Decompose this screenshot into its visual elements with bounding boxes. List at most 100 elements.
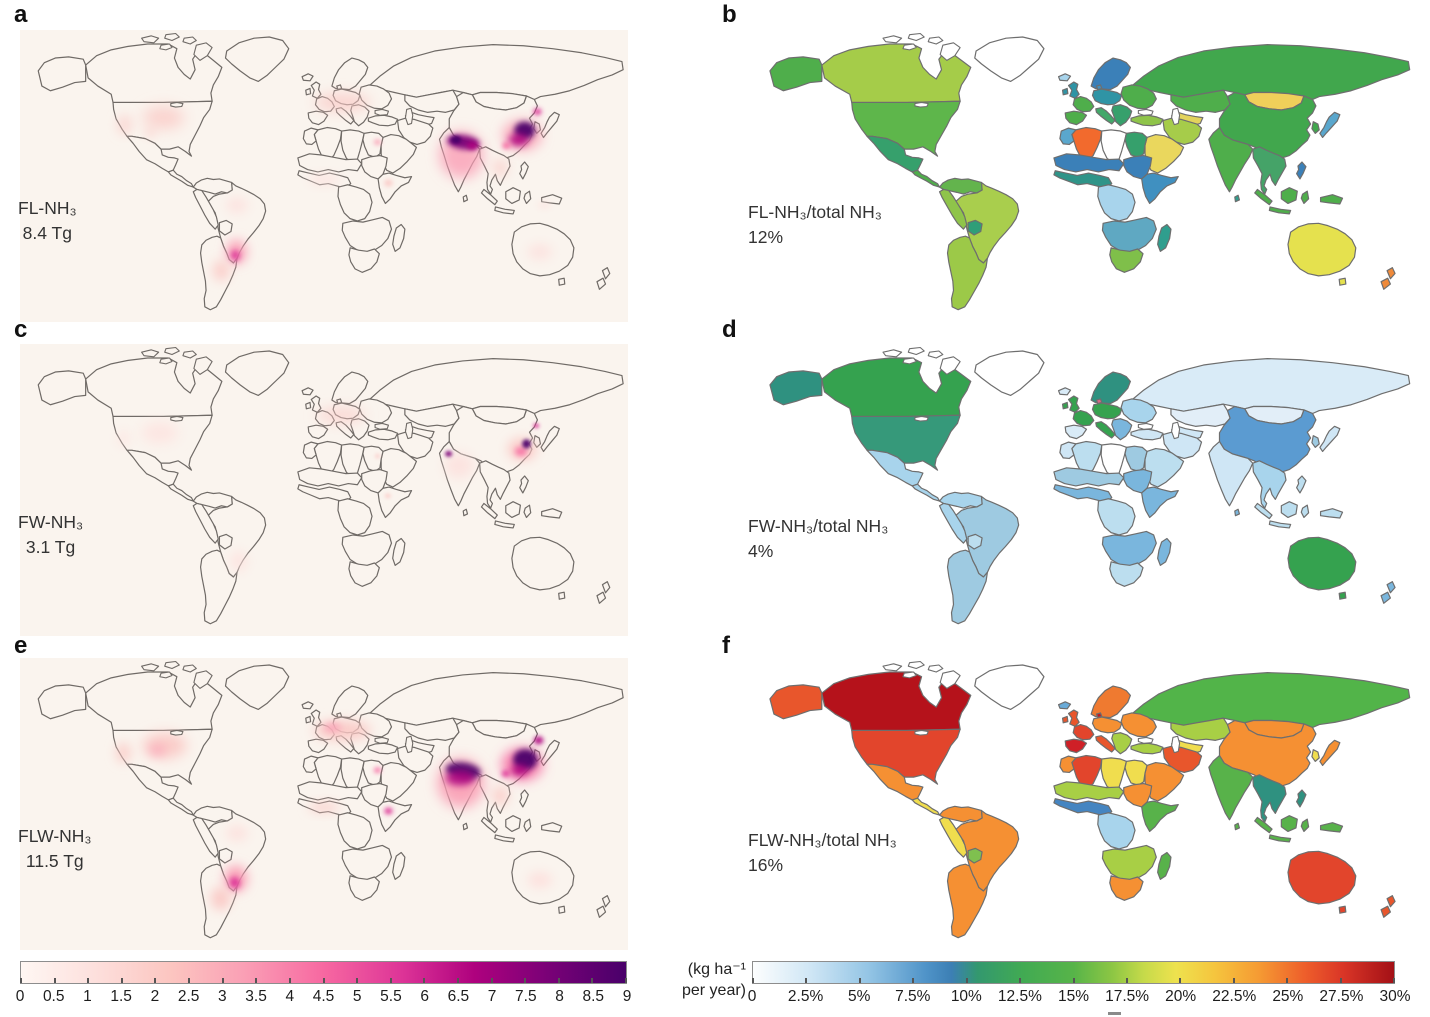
black-sea [1138,109,1153,115]
region-southern-africa [1102,531,1156,566]
region-iberia [308,425,327,438]
region-south-africa [349,248,379,273]
region-alaska [38,371,85,405]
region-greenland [975,351,1044,395]
region-new-zealand [597,896,610,918]
panel-letter-d: d [722,316,737,343]
region-balkans [351,419,369,440]
region-south-africa [1110,562,1143,587]
colorbar-tickmark [490,978,493,983]
region-central-america [912,484,939,501]
region-peru-ecuador [940,817,967,857]
region-argentina-chile [201,550,237,624]
arctic-island [883,350,902,357]
hotspot-china-mid [514,446,528,457]
region-russia [1132,45,1409,100]
region-india [1209,756,1253,820]
region-southern-africa [1102,845,1156,880]
colorbar-tick-label: 25% [1272,988,1304,1005]
panel-label-b: FL-NH₃/total NH₃ 12% [748,200,882,250]
region-egypt [1125,760,1147,785]
hotspot-nile-delta [373,767,382,774]
hotspot-south-brazil-core [230,250,241,261]
hotspot-ethiopia [384,807,393,815]
region-morocco [1060,442,1076,458]
region-egypt [363,760,383,785]
colorbar-tick-label: 3.5 [245,988,267,1005]
hotspot-ne-brazil [226,197,248,214]
region-philippines [520,476,529,493]
panel-f-title: FLW-NH₃/total NH₃ [748,830,897,850]
region-indonesia [1255,188,1343,214]
region-denmark [1096,713,1101,718]
region-se-asia [1253,147,1286,194]
region-central-europe [1092,717,1121,733]
black-sea [375,737,388,743]
black-sea [375,423,388,429]
colorbar-tickmark [423,978,426,983]
great-lakes [915,730,928,735]
hotspot-ethiopia [384,179,393,187]
world-map-svg-a [20,30,628,322]
region-alaska [38,57,85,91]
colorbar-tick-label: 8 [555,988,564,1005]
black-sea [375,109,388,115]
region-australia [1288,851,1356,904]
region-mexico [127,764,178,800]
colorbar-tickmark [87,978,90,983]
region-sri-lanka [1235,823,1240,829]
arctic-island [160,44,172,50]
colorbar-tick-label: 20% [1165,988,1197,1005]
region-turkey [1131,115,1163,126]
region-sahel [298,154,362,172]
region-mexico [127,136,178,172]
region-japan [541,740,559,765]
hotspot-bengal [466,141,478,150]
region-drc [338,813,372,849]
hotspot-texas [144,128,157,138]
hotspot-west-africa [308,174,340,185]
colorbar-tick-label: 30% [1379,988,1411,1005]
arctic-island [183,37,196,44]
region-philippines [520,790,529,807]
great-lakes [171,730,183,735]
region-east-africa [1142,173,1179,203]
world-map-svg-e [20,658,628,950]
colorbar-tick-label: 9 [622,988,632,1005]
baffin-island [940,357,960,375]
colorbar-tickmark [389,978,392,983]
colorbar-tick-label: 2.5 [177,988,200,1005]
hotspot-argentina-pampas [212,260,230,282]
region-central-america [168,798,193,815]
arctic-island [165,662,180,669]
region-alaska [770,371,822,405]
arctic-island [165,348,180,355]
region-peru-ecuador [193,189,218,229]
region-greenland [226,665,289,709]
panel-b-share: 12% [748,227,784,247]
region-iberia [1065,425,1086,438]
arctic-island [908,34,924,41]
hotspot-india-faint [444,452,474,479]
region-india [1209,128,1253,192]
region-egypt [363,132,383,157]
panel-label-e: FLW-NH₃ 11.5 Tg [18,824,92,874]
hotspot-nile-delta [375,453,380,459]
region-usa [852,729,960,784]
arctic-island [142,36,159,43]
region-sri-lanka [1235,509,1240,515]
region-southern-africa [342,217,391,252]
region-japan [1320,740,1340,765]
colorbar-tickmark [965,978,968,983]
region-peru-ecuador [193,817,218,857]
hotspot-north-china-core [522,439,531,449]
colorbar-share-ticks: 0 2.5% 5% 7.5% 10% 12.5% 15% 17.5% 20% 22.5% 25% 27… [748,988,1411,1008]
region-uk [1063,396,1080,412]
hotspot-nw-india-core [444,450,453,457]
region-usa [852,101,960,156]
world-map-svg-c [20,344,628,636]
region-sri-lanka [463,823,467,829]
arctic-island [928,37,943,44]
arctic-island [903,358,916,364]
region-peru-ecuador [940,503,967,543]
